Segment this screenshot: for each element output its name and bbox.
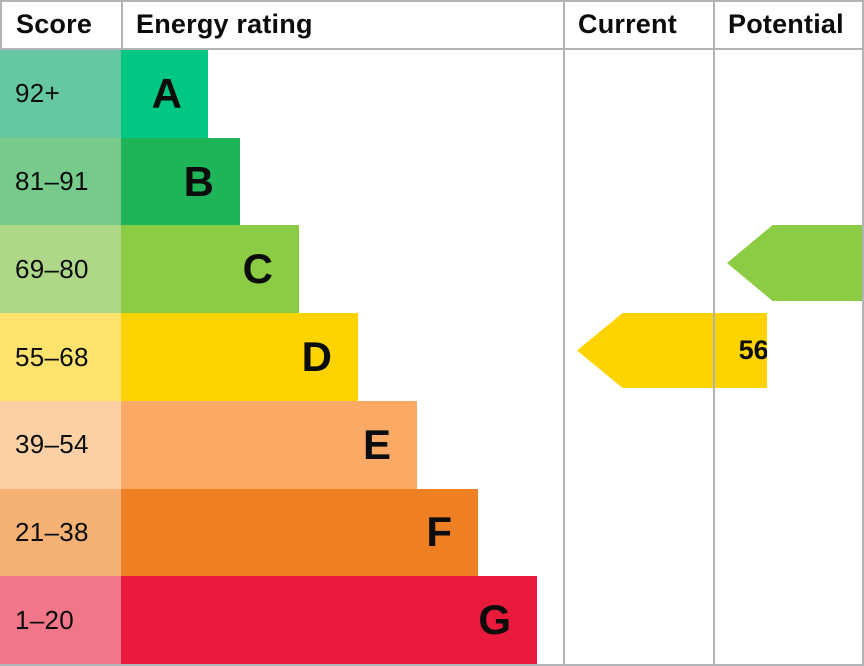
score-cell: 69–80	[0, 225, 121, 314]
current-rating-label: 56 D	[738, 335, 796, 365]
rating-row-d: 55–68 D	[0, 313, 864, 401]
table-border-top	[0, 0, 864, 2]
rating-row-e: 39–54 E	[0, 400, 864, 489]
rating-bar: A	[121, 50, 208, 138]
score-range-label: 39–54	[15, 429, 89, 460]
score-range-label: 1–20	[15, 604, 75, 635]
band-letter: C	[242, 245, 273, 293]
table-border-left-header	[0, 0, 2, 50]
header-potential-label: Potential	[728, 8, 844, 39]
score-cell: 81–91	[0, 137, 121, 226]
score-column-divider	[121, 0, 123, 50]
rating-bar: E	[121, 400, 417, 489]
header-current-label: Current	[578, 8, 677, 39]
score-range-label: 92+	[15, 78, 61, 109]
score-cell: 1–20	[0, 576, 121, 665]
band-letter: E	[362, 420, 391, 468]
score-cell: 55–68	[0, 313, 121, 401]
rating-row-g: 1–20 G	[0, 576, 864, 665]
rating-bar: F	[121, 488, 478, 577]
score-range-label: 69–80	[15, 253, 89, 284]
table-border-right	[862, 0, 864, 666]
score-range-label: 81–91	[15, 166, 89, 197]
score-range-label: 21–38	[15, 516, 89, 547]
header-underline	[0, 48, 864, 50]
score-cell: 21–38	[0, 488, 121, 577]
header-row: Score Energy rating Current Potential	[0, 0, 864, 48]
band-letter: F	[426, 508, 452, 556]
rating-bar: C	[121, 225, 299, 314]
potential-column-divider	[713, 0, 715, 666]
table-border-bottom	[0, 664, 864, 666]
rating-row-f: 21–38 F	[0, 488, 864, 577]
score-range-label: 55–68	[15, 341, 89, 372]
header-score-label: Score	[16, 8, 93, 39]
current-column-divider	[563, 0, 565, 666]
band-letter: B	[183, 157, 214, 205]
rating-row-b: 81–91 B	[0, 137, 864, 226]
score-cell: 92+	[0, 50, 121, 138]
rating-row-c: 69–80 C	[0, 225, 864, 314]
rating-rows: 92+ A 81–91 B 69–80 C 55–68	[0, 50, 864, 665]
band-letter: D	[301, 333, 332, 381]
rating-bar: D	[121, 313, 358, 401]
header-energy-rating-label: Energy rating	[136, 8, 313, 39]
rating-bar: G	[121, 576, 537, 665]
current-rating-arrow: 56 D	[577, 313, 768, 388]
rating-row-a: 92+ A	[0, 50, 864, 138]
band-letter: A	[151, 69, 182, 117]
band-letter: G	[478, 596, 511, 644]
rating-bar: B	[121, 137, 240, 226]
score-cell: 39–54	[0, 400, 121, 489]
